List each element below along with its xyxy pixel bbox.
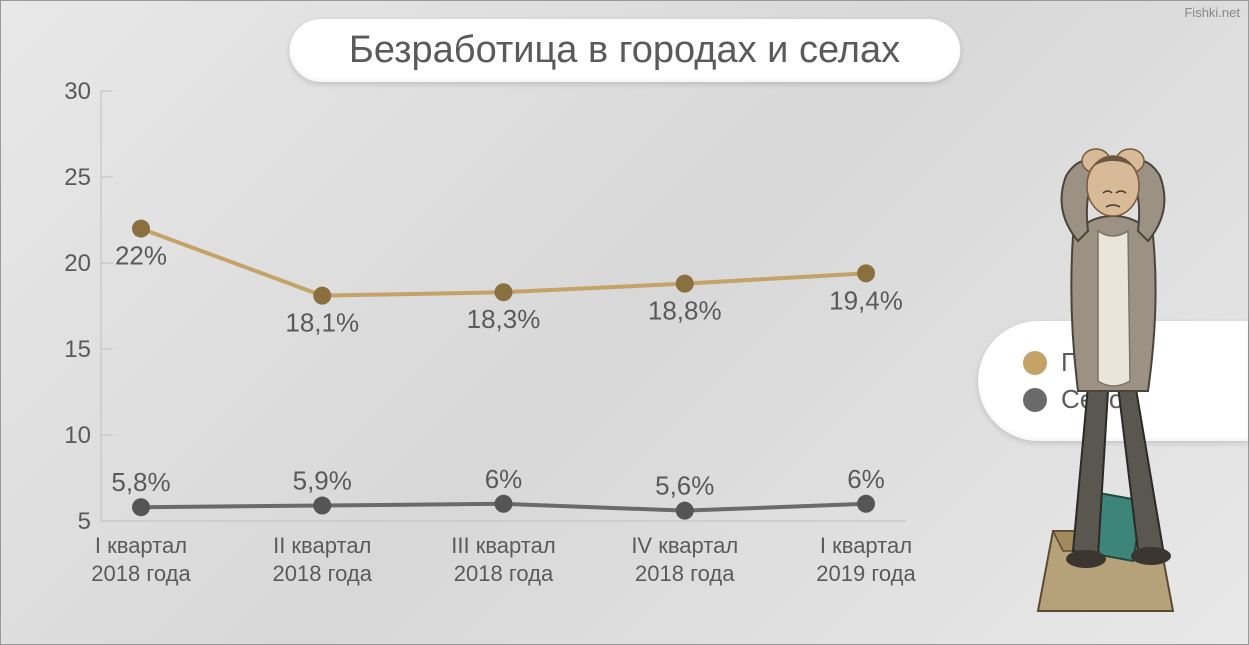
man-head xyxy=(1087,156,1139,216)
xlabel-2-l2: 2018 года xyxy=(454,561,554,586)
dot-village-3 xyxy=(676,502,694,520)
svg-text:30: 30 xyxy=(64,81,91,105)
xlabel-2-l1: III квартал xyxy=(451,533,555,558)
xlabel-3-l1: IV квартал xyxy=(631,533,738,558)
frustrated-man-illustration xyxy=(1018,131,1208,621)
man-svg xyxy=(1018,131,1208,621)
unemployment-chart: 5 10 15 20 25 30 22% 18,1% 18,3% 18,8% 19,4% 5,8% 5,… xyxy=(46,81,916,611)
xlabel-0-l2: 2018 года xyxy=(91,561,191,586)
label-village-0: 5,8% xyxy=(111,467,170,497)
label-city-0: 22% xyxy=(115,241,167,271)
label-village-3: 5,6% xyxy=(655,471,714,501)
chart-title-text: Безработица в городах и селах xyxy=(349,29,900,71)
label-city-4: 19,4% xyxy=(829,285,903,315)
dot-city-1 xyxy=(313,287,331,305)
label-city-3: 18,8% xyxy=(648,296,722,326)
dot-village-4 xyxy=(857,495,875,513)
dot-village-1 xyxy=(313,497,331,515)
man-torso xyxy=(1071,216,1155,391)
svg-text:5: 5 xyxy=(78,508,91,535)
chart-title: Безработица в городах и селах xyxy=(289,19,960,82)
dot-city-3 xyxy=(676,275,694,293)
chart-svg: 5 10 15 20 25 30 22% 18,1% 18,3% 18,8% 19,4% 5,8% 5,… xyxy=(46,81,916,611)
svg-text:20: 20 xyxy=(64,250,91,277)
dot-city-2 xyxy=(495,283,513,301)
dot-city-0 xyxy=(132,220,150,238)
label-city-1: 18,1% xyxy=(285,308,359,338)
dot-village-0 xyxy=(132,498,150,516)
svg-text:15: 15 xyxy=(64,336,91,363)
xlabel-0-l1: I квартал xyxy=(95,533,187,558)
label-village-1: 5,9% xyxy=(293,466,352,496)
xlabel-1-l1: II квартал xyxy=(273,533,371,558)
svg-text:25: 25 xyxy=(64,164,91,191)
xlabel-4-l1: I квартал xyxy=(820,533,912,558)
label-city-2: 18,3% xyxy=(467,304,541,334)
xlabel-1-l2: 2018 года xyxy=(273,561,373,586)
watermark: Fishki.net xyxy=(1184,5,1240,20)
dot-city-4 xyxy=(857,264,875,282)
xlabel-4-l2: 2019 года xyxy=(816,561,916,586)
svg-text:10: 10 xyxy=(64,422,91,449)
label-village-2: 6% xyxy=(485,464,523,494)
xlabel-3-l2: 2018 года xyxy=(635,561,735,586)
label-village-4: 6% xyxy=(847,464,885,494)
dot-village-2 xyxy=(495,495,513,513)
